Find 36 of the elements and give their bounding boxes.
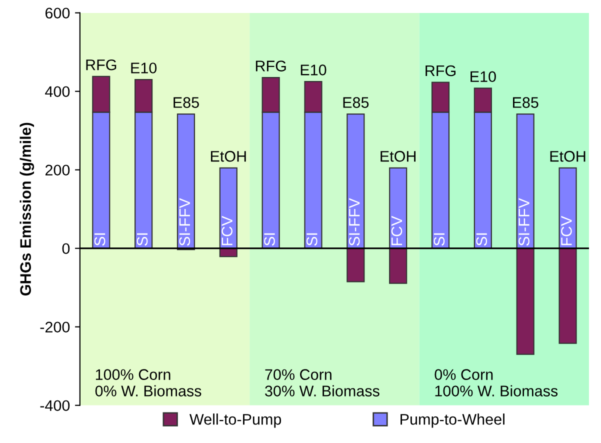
x-tick-label: E85 bbox=[174, 97, 199, 108]
data-label: SI bbox=[94, 233, 106, 246]
annotation: 70% Corn 30% W. Biomass bbox=[265, 369, 380, 396]
annotation: 100% Corn 0% W. Biomass bbox=[95, 369, 202, 396]
data-label: SI bbox=[306, 233, 318, 246]
data-label: SI-FFV bbox=[518, 198, 530, 246]
data-label: SI-FFV bbox=[348, 198, 360, 246]
data-label: SI bbox=[264, 233, 275, 246]
y-tick-label: -200 bbox=[40, 322, 70, 333]
x-tick-label: RFG bbox=[86, 59, 116, 70]
x-tick-label: E85 bbox=[343, 97, 369, 108]
x-tick-label: E10 bbox=[470, 71, 496, 82]
y-tick-label: 200 bbox=[45, 164, 70, 176]
x-tick-label: RFG bbox=[256, 60, 286, 72]
data-label: SI bbox=[434, 233, 445, 246]
legend-label: Well-to-Pump bbox=[189, 414, 282, 428]
x-tick-label: E85 bbox=[513, 97, 538, 108]
data-label: FCV bbox=[222, 216, 233, 246]
annotation: 0% Corn 100% W. Biomass bbox=[434, 369, 558, 396]
y-axis-title: GHGs Emission (g/mile) bbox=[20, 122, 34, 296]
data-label: FCV bbox=[391, 216, 402, 246]
y-tick-label: -400 bbox=[40, 400, 70, 412]
x-tick-label: E10 bbox=[131, 62, 157, 74]
data-label: FCV bbox=[561, 216, 572, 246]
data-label: SI-FFV bbox=[179, 198, 190, 246]
x-tick-label: E10 bbox=[300, 64, 326, 76]
y-tick-label: 400 bbox=[45, 86, 70, 98]
y-tick-label: 0 bbox=[62, 243, 70, 254]
x-tick-label: EtOH bbox=[550, 150, 586, 162]
y-tick-label: 600 bbox=[46, 8, 70, 19]
x-tick-label: RFG bbox=[426, 65, 456, 76]
legend-label: Pump-to-Wheel bbox=[400, 414, 504, 428]
data-label: SI bbox=[476, 233, 488, 246]
data-label: SI bbox=[136, 233, 148, 246]
x-tick-label: EtOH bbox=[210, 150, 246, 162]
x-tick-label: EtOH bbox=[380, 150, 416, 162]
